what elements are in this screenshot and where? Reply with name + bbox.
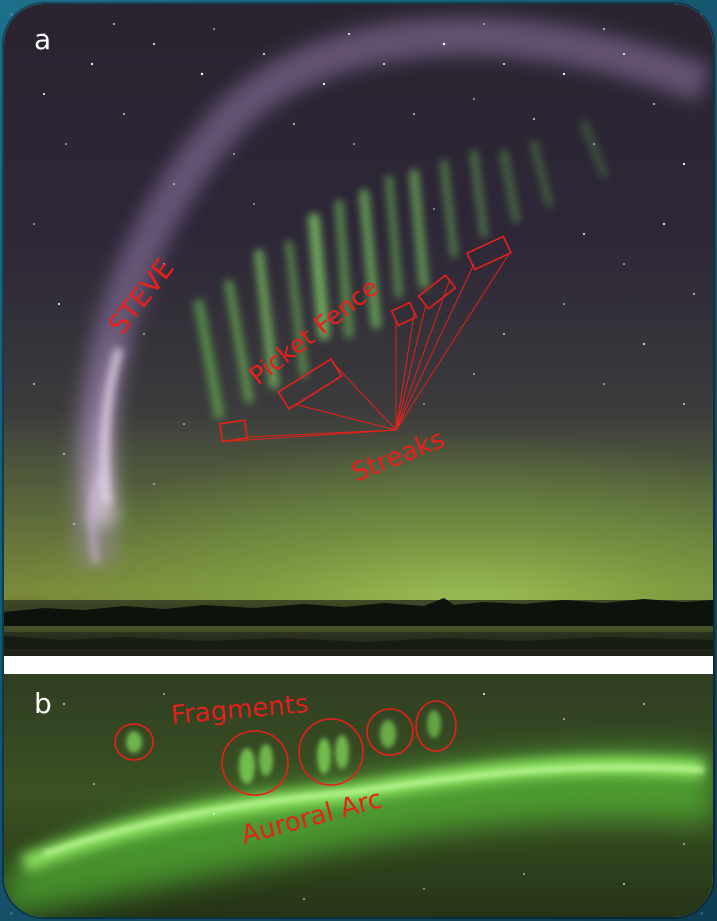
panel-a-letter: a — [34, 23, 52, 56]
panel-b-letter: b — [34, 687, 52, 720]
streak-pointer-lines — [231, 253, 510, 442]
streak-box-2 — [277, 357, 343, 411]
steve-bright-core — [88, 347, 124, 565]
streak-annotations — [218, 235, 512, 443]
treeline-reflection — [4, 636, 713, 649]
panel-b: Fragments Auroral Arc b — [4, 674, 713, 917]
fragment-glows — [126, 710, 441, 784]
fragment-circle-3 — [298, 718, 364, 786]
stars-b — [63, 693, 685, 900]
fragment-annotations — [114, 700, 457, 796]
streak-box-5 — [466, 235, 512, 271]
streak-box-3 — [390, 301, 418, 327]
aurora-photo: Fragments Auroral Arc — [4, 674, 713, 917]
auroral-arc-band — [4, 751, 713, 917]
panel-a: STEVE Picket Fence Streaks a — [4, 4, 713, 656]
fragment-circle-2 — [221, 730, 289, 796]
night-sky-photo: STEVE Picket Fence Streaks — [4, 4, 713, 656]
fragment-circle-5 — [415, 700, 457, 752]
fragment-circle-1 — [114, 723, 154, 761]
picket-fence-rays — [194, 120, 608, 419]
treeline — [4, 598, 713, 626]
streak-box-4 — [417, 274, 457, 310]
green-aurora-glow — [4, 354, 713, 656]
figure-frame: STEVE Picket Fence Streaks a — [4, 4, 713, 917]
fragment-circle-4 — [366, 708, 414, 756]
stars — [33, 23, 695, 525]
streak-box-1 — [218, 419, 249, 443]
water-shine — [4, 626, 713, 632]
